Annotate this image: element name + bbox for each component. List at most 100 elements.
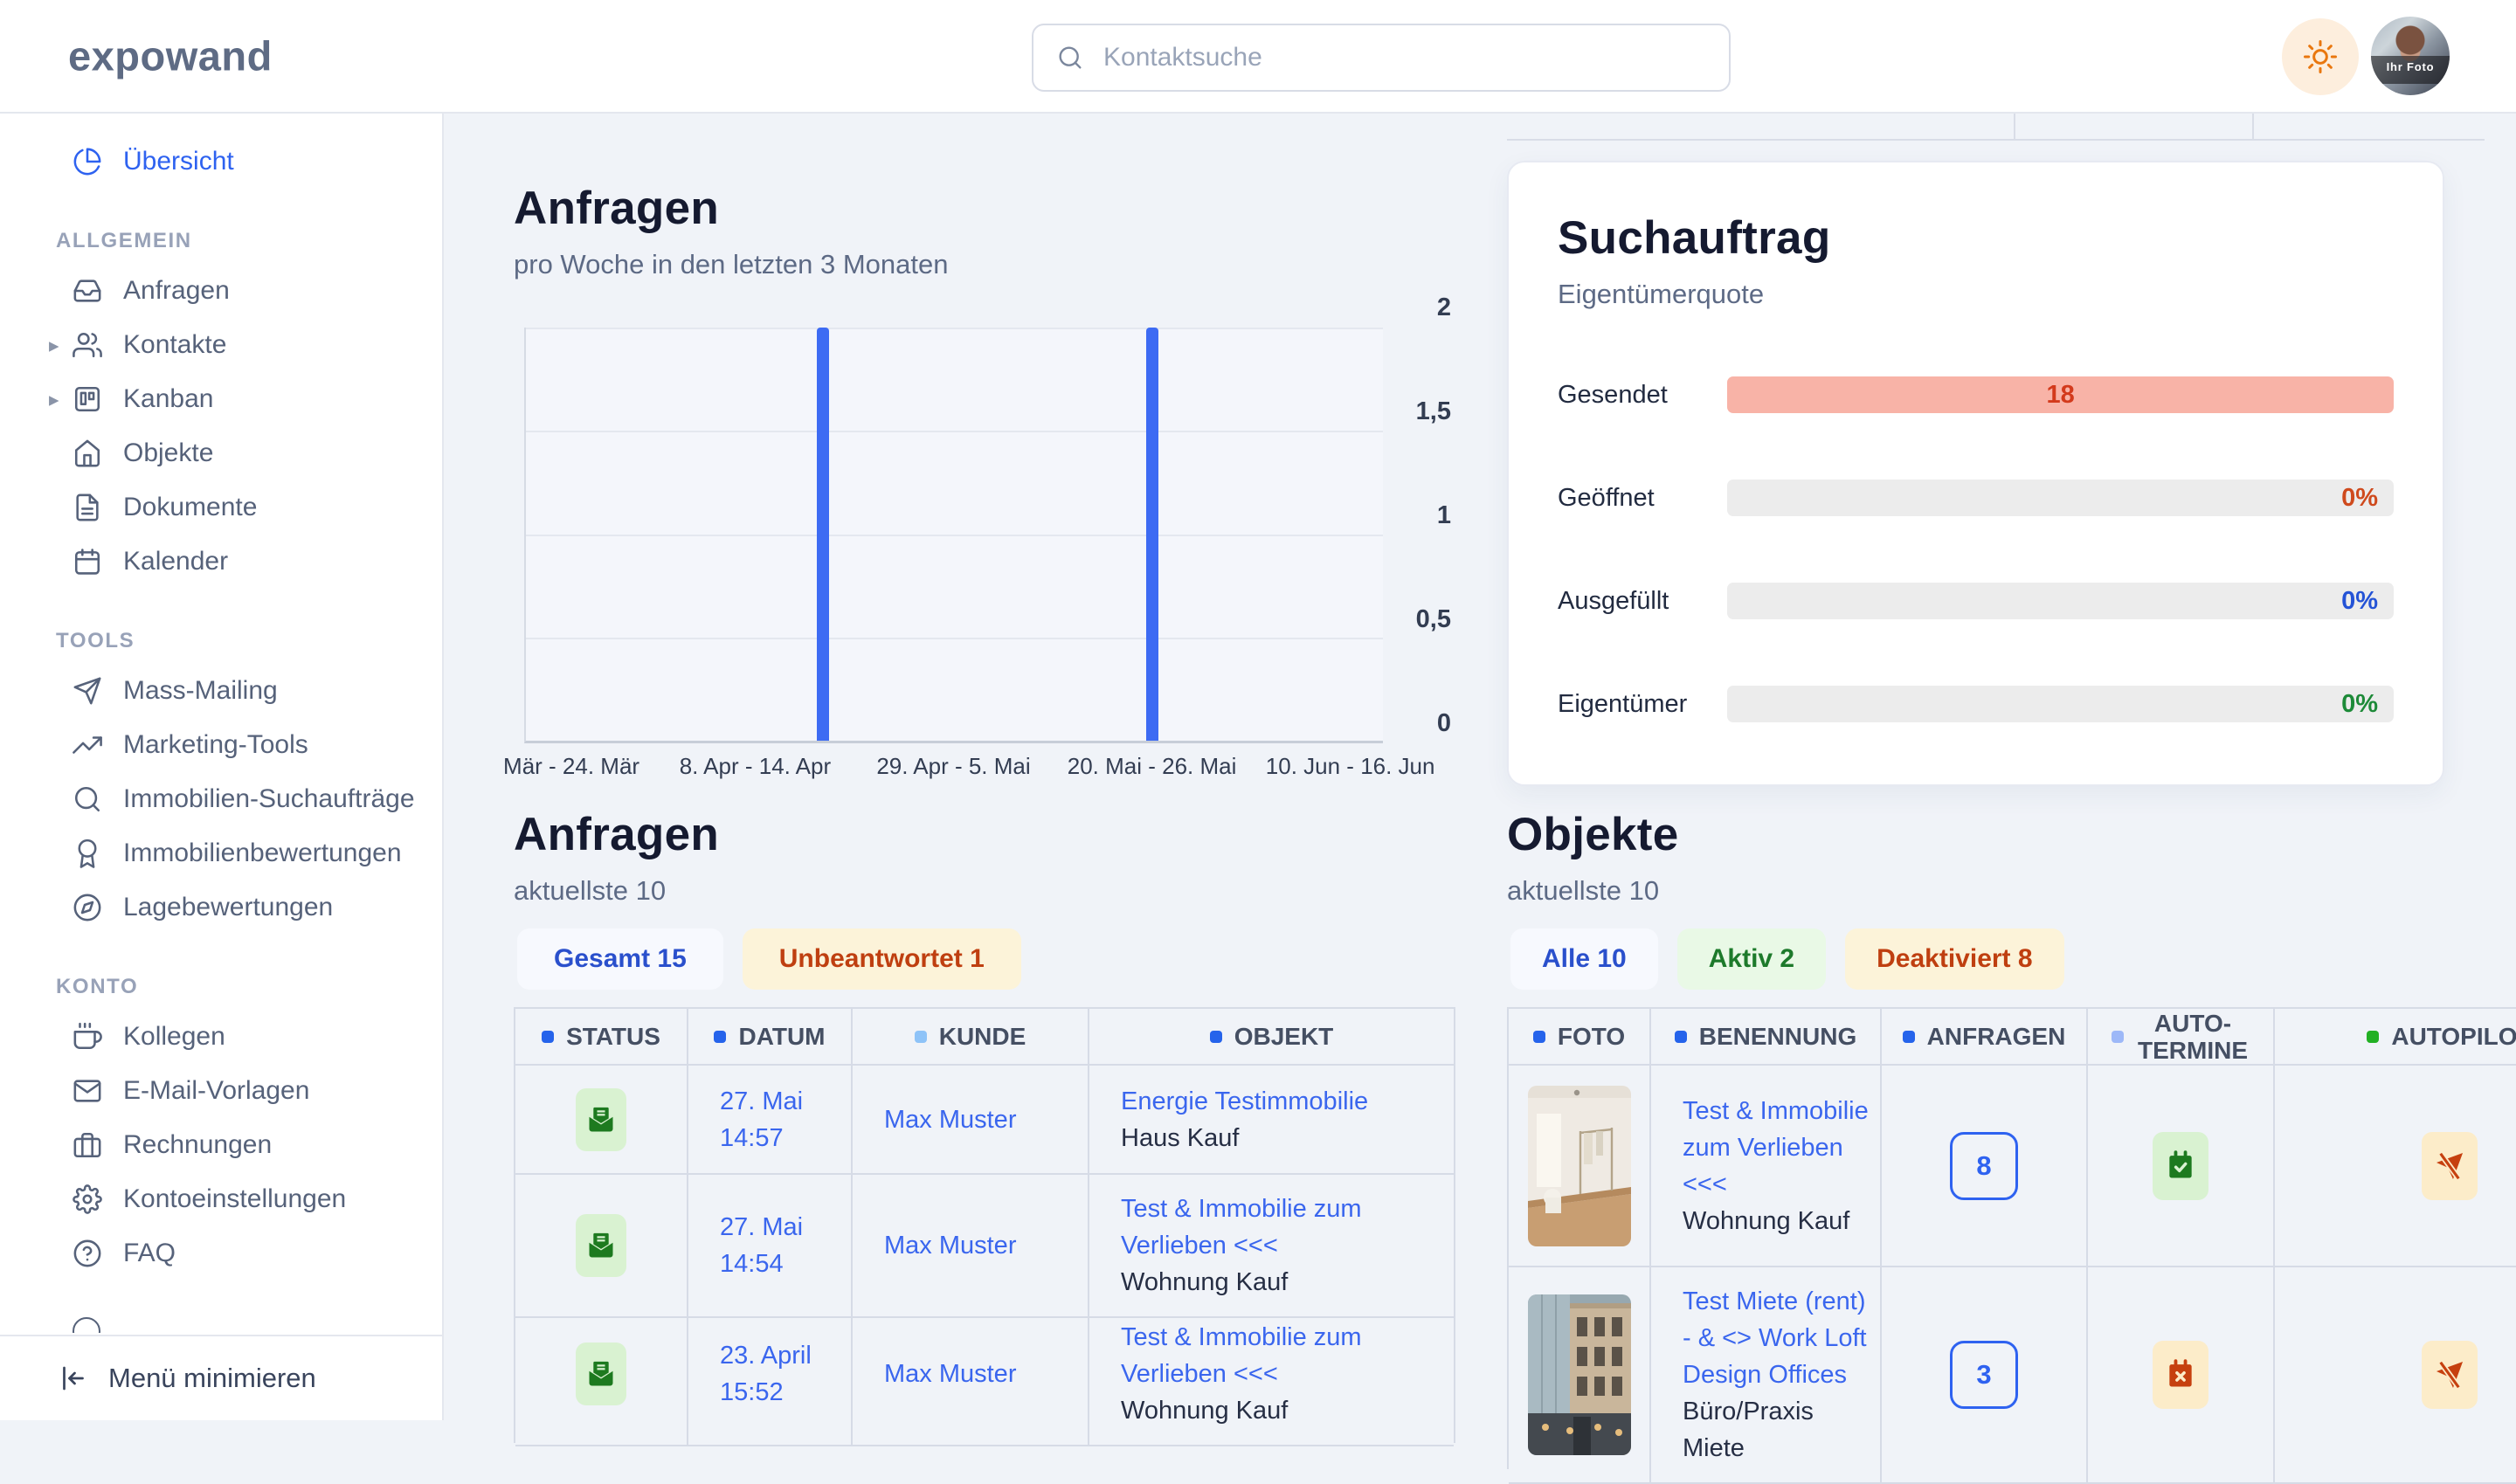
funnel-label: Gesendet	[1558, 380, 1668, 409]
kunde-link[interactable]: Max Muster	[884, 1105, 1017, 1134]
funnel-row-geoeffnet: Geöffnet 0%	[1558, 480, 2394, 516]
collapse-menu-button[interactable]: Menü minimieren	[0, 1335, 442, 1420]
column-header-anfragen[interactable]: ANFRAGEN	[1882, 1009, 2088, 1066]
objekt-type: Haus Kauf	[1121, 1123, 1240, 1152]
kunde-cell: Max Muster	[853, 1175, 1089, 1318]
column-header-kunde[interactable]: KUNDE	[853, 1009, 1089, 1066]
sidebar-item-label: Lagebewertungen	[123, 893, 334, 921]
tab-aktiv[interactable]: Aktiv 2	[1676, 928, 1827, 990]
tab-unbeantwortet[interactable]: Unbeantwortet 1	[742, 928, 1021, 990]
sidebar-item-mass-mailing[interactable]: Mass-Mailing	[0, 664, 442, 718]
time-link[interactable]: 14:54	[720, 1250, 784, 1278]
table-row: Test Miete (rent) - & <> Work Loft Desig…	[1509, 1267, 2516, 1484]
sidebar-item-label: Immobilienbewertungen	[123, 839, 402, 867]
calendar-icon	[73, 547, 102, 576]
kunde-link[interactable]: Max Muster	[884, 1360, 1017, 1388]
objekt-link[interactable]: Test & Immobilie zum Verlieben <<<	[1121, 1195, 1362, 1260]
foto-cell	[1509, 1066, 1651, 1267]
sidebar-item-rechnungen[interactable]: Rechnungen	[0, 1118, 442, 1172]
envelope-open-icon[interactable]	[576, 1087, 626, 1151]
suchauftrag-title: Suchauftrag	[1558, 212, 1831, 264]
calendar-check-icon[interactable]	[2153, 1131, 2208, 1200]
building-facade-photo[interactable]	[1527, 1294, 1631, 1455]
column-bullet	[2367, 1030, 2380, 1043]
status-cell	[515, 1303, 688, 1446]
gridline	[526, 328, 1383, 329]
y-tick-label: 1	[1436, 501, 1451, 530]
sidebar-item-lagebewertungen[interactable]: Lagebewertungen	[0, 880, 442, 935]
search-input[interactable]	[1102, 42, 1706, 73]
chevron-right-icon[interactable]: ▸	[49, 387, 59, 411]
date-link[interactable]: 23. April	[720, 1342, 812, 1370]
sidebar-item-label: Kanban	[123, 384, 214, 413]
sidebar-item-kalender[interactable]: Kalender	[0, 535, 442, 589]
objekt-link[interactable]: Test & Immobilie zum Verlieben <<<	[1683, 1096, 1869, 1198]
sidebar-item-kontakte[interactable]: ▸ Kontakte	[0, 318, 442, 372]
objekt-link[interactable]: Energie Testimmobilie	[1121, 1087, 1369, 1115]
date-cell: 23. April 15:52	[688, 1303, 853, 1446]
funnel-label: Ausgefüllt	[1558, 586, 1669, 615]
objekt-cell: Test & Immobilie zum Verlieben <<< Wohnu…	[1089, 1303, 1454, 1446]
kunde-link[interactable]: Max Muster	[884, 1232, 1017, 1260]
brand-logo: expowand	[68, 32, 273, 79]
date-link[interactable]: 27. Mai	[720, 1087, 804, 1115]
column-header-datum[interactable]: DATUM	[688, 1009, 853, 1066]
anfragen-count-button[interactable]: 8	[1950, 1131, 2018, 1200]
sidebar-item-email-vorlagen[interactable]: E-Mail-Vorlagen	[0, 1064, 442, 1118]
column-header-auto-termine[interactable]: AUTO-TERMINE	[2088, 1009, 2275, 1066]
time-link[interactable]: 15:52	[720, 1378, 784, 1406]
sidebar-item-label: Immobilien-Suchaufträge	[123, 784, 415, 813]
column-header-status[interactable]: STATUS	[515, 1009, 688, 1066]
chevron-right-icon[interactable]: ▸	[49, 333, 59, 356]
sidebar-item-kollegen[interactable]: Kollegen	[0, 1010, 442, 1064]
funnel-value: 0%	[2341, 586, 2378, 615]
sidebar-section-allgemein: ALLGEMEIN	[56, 229, 192, 252]
sidebar-item-uebersicht[interactable]: Übersicht	[0, 135, 442, 189]
send-slash-icon[interactable]	[2422, 1341, 2478, 1409]
tab-alle[interactable]: Alle 10	[1510, 928, 1658, 990]
send-slash-icon[interactable]	[2422, 1131, 2478, 1200]
calendar-x-icon[interactable]	[2153, 1341, 2208, 1409]
tab-deaktiviert[interactable]: Deaktiviert 8	[1845, 928, 2064, 990]
kunde-cell: Max Muster	[853, 1066, 1089, 1175]
column-header-foto[interactable]: FOTO	[1509, 1009, 1651, 1066]
column-header-benennung[interactable]: BENENNUNG	[1651, 1009, 1882, 1066]
sidebar-item-label: Kontoeinstellungen	[123, 1184, 347, 1213]
objekt-link[interactable]: Test Miete (rent) - & <> Work Loft Desig…	[1683, 1287, 1867, 1389]
tab-gesamt[interactable]: Gesamt 15	[517, 928, 723, 990]
sidebar-item-label: Anfragen	[123, 276, 230, 305]
funnel-value: 18	[2046, 380, 2075, 409]
time-link[interactable]: 14:57	[720, 1123, 784, 1152]
theme-toggle-button[interactable]	[2282, 18, 2359, 95]
objekt-link[interactable]: Test & Immobilie zum Verlieben <<<	[1121, 1323, 1362, 1388]
sidebar-item-marketing-tools[interactable]: Marketing-Tools	[0, 718, 442, 772]
funnel-value: 0%	[2341, 689, 2378, 718]
sidebar-item-label: FAQ	[123, 1239, 176, 1267]
gridline	[526, 534, 1383, 536]
benennung-cell: Test & Immobilie zum Verlieben <<< Wohnu…	[1651, 1066, 1882, 1267]
user-avatar[interactable]: Ihr Foto	[2371, 17, 2450, 95]
sidebar: Übersicht ALLGEMEIN Anfragen ▸ Kontakte …	[0, 114, 444, 1420]
sidebar-item-dokumente[interactable]: Dokumente	[0, 480, 442, 535]
envelope-open-icon[interactable]	[576, 1343, 626, 1405]
sidebar-item-faq[interactable]: FAQ	[0, 1226, 442, 1280]
sidebar-item-kontoeinstellungen[interactable]: Kontoeinstellungen	[0, 1172, 442, 1226]
sidebar-item-partial	[73, 1317, 107, 1333]
interior-room-photo[interactable]	[1527, 1085, 1631, 1246]
sidebar-item-anfragen[interactable]: Anfragen	[0, 264, 442, 318]
column-header-objekt[interactable]: OBJEKT	[1089, 1009, 1454, 1066]
table-row: 27. Mai 14:57 Max Muster Energie Testimm…	[515, 1066, 1454, 1175]
objekt-type: Wohnung Kauf	[1121, 1397, 1289, 1425]
anfragen-count-button[interactable]: 3	[1950, 1341, 2018, 1409]
sidebar-item-objekte[interactable]: Objekte	[0, 426, 442, 480]
sidebar-item-kanban[interactable]: ▸ Kanban	[0, 372, 442, 426]
date-link[interactable]: 27. Mai	[720, 1213, 804, 1241]
kanban-icon	[73, 384, 102, 414]
contact-search	[1032, 24, 1731, 92]
sidebar-item-immobilienbewertungen[interactable]: Immobilienbewertungen	[0, 826, 442, 880]
foto-cell	[1509, 1267, 1651, 1484]
envelope-open-icon[interactable]	[576, 1214, 626, 1277]
funnel-value: 0%	[2341, 483, 2378, 512]
sidebar-item-immobilien-suchauftraege[interactable]: Immobilien-Suchaufträge	[0, 772, 442, 826]
